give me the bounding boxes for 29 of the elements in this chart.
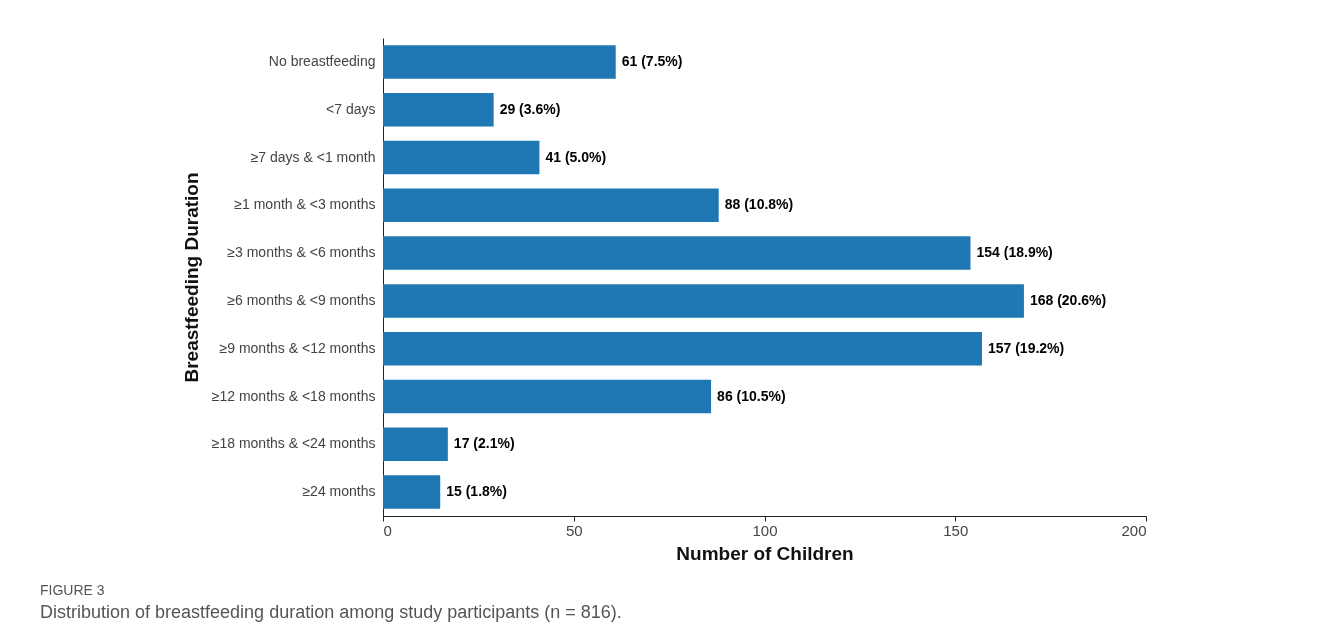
y-tick-label: ≥18 months & <24 months [211,435,376,452]
data-label: 17 (2.1%) [453,435,515,452]
x-tick-label: 100 [752,521,778,539]
data-label: 41 (5.0%) [545,148,607,165]
text: Distribution of breastfeeding duration among study participants (n = 816). [40,602,622,623]
y-tick-label: ≥1 month & <3 months [234,196,376,213]
y-tick-label: ≥24 months [302,483,376,500]
caption: FIGURE 3 [40,582,106,598]
x-tick-label: 50 [565,521,583,539]
y-tick-label: ≥9 months & <12 months [219,339,376,356]
y-tick-label: No breastfeeding [268,52,376,69]
data-label: 86 (10.5%) [717,387,786,404]
x-tick-label: 0 [383,521,392,539]
y-tick-label: ≥3 months & <6 months [227,244,376,261]
x-axis-title: Number of Children [676,542,854,564]
y-axis-title: Breastfeeding Duration [180,172,202,383]
data-label: 157 (19.2%) [987,339,1065,356]
y-tick-label: ≥12 months & <18 months [211,387,376,404]
data-label: 168 (20.6%) [1029,291,1107,308]
data-label: 88 (10.8%) [724,196,794,213]
y-tick-label: ≥6 months & <9 months [227,291,376,308]
data-label: 154 (18.9%) [976,244,1053,261]
x-tick-label: 150 [943,521,969,539]
y-tick-label: ≥7 days & <1 month [250,148,376,165]
data-label: 61 (7.5%) [621,52,683,69]
y-tick-label: <7 days [326,100,376,117]
x-tick-label: 200 [1121,521,1147,539]
data-label: 15 (1.8%) [446,483,507,500]
data-label: 29 (3.6%) [499,100,561,117]
